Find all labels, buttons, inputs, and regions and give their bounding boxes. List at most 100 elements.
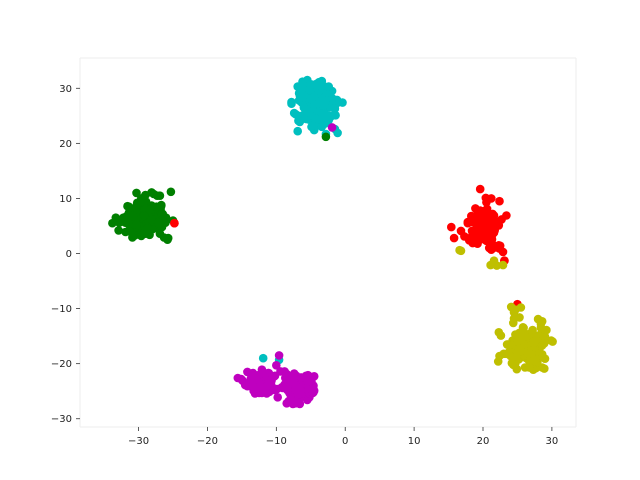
scatter-point <box>132 188 141 198</box>
scatter-point <box>447 222 456 232</box>
scatter-point <box>498 260 508 270</box>
scatter-point <box>305 109 314 118</box>
scatter-point <box>463 218 473 228</box>
scatter-point <box>270 372 279 381</box>
y-tick-label: 30 <box>59 84 72 95</box>
scatter-point <box>488 209 497 219</box>
scatter-point <box>293 126 303 136</box>
scatter-point <box>475 184 485 194</box>
scatter-point <box>515 313 524 322</box>
scatter-point <box>255 382 265 392</box>
x-tick-label: −30 <box>128 436 149 447</box>
x-tick-label: −10 <box>266 436 287 447</box>
y-tick-label: −10 <box>51 304 72 315</box>
scatter-point <box>299 103 309 112</box>
scatter-point <box>327 123 337 132</box>
scatter-point <box>486 260 495 270</box>
scatter-point <box>170 218 179 228</box>
scatter-point <box>506 302 516 312</box>
scatter-point <box>491 243 500 252</box>
scatter-point <box>307 122 316 132</box>
scatter-point <box>548 337 557 346</box>
scatter-point <box>537 352 547 361</box>
y-tick-label: −30 <box>51 414 72 425</box>
axes-frame <box>79 57 577 428</box>
scatter-point <box>145 205 154 215</box>
scatter-point <box>291 399 300 408</box>
scatter-point <box>449 233 459 243</box>
scatter-point <box>467 226 477 236</box>
scatter-series-3 <box>170 184 522 309</box>
scatter-point <box>305 85 314 95</box>
scatter-point <box>531 335 541 345</box>
scatter-point <box>502 211 511 220</box>
scatter-point <box>524 349 533 359</box>
scatter-point <box>291 381 300 391</box>
scatter-point <box>143 224 152 233</box>
scatter-point <box>528 325 537 335</box>
y-tick-label: 20 <box>59 139 72 150</box>
x-tick-label: 20 <box>477 436 490 447</box>
scatter-point <box>154 218 163 227</box>
y-tick-label: −20 <box>51 359 72 370</box>
scatter-point <box>524 363 534 372</box>
scatter-point <box>464 236 474 245</box>
scatter-point <box>152 191 162 200</box>
scatter-point <box>296 373 306 382</box>
scatter-point <box>298 77 307 86</box>
scatter-point <box>123 218 133 228</box>
scatter-point <box>474 207 484 216</box>
scatter-point <box>111 213 121 222</box>
scatter-point <box>516 346 526 356</box>
scatter-point <box>238 376 247 386</box>
scatter-point <box>540 339 549 348</box>
x-axis: −30 −20 −10 0 10 20 30 <box>128 427 558 447</box>
y-axis: −30 −20 −10 0 10 20 30 <box>51 84 80 425</box>
scatter-point <box>319 101 329 110</box>
scatter-point <box>338 98 347 107</box>
scatter-point <box>123 201 132 211</box>
scatter-point <box>321 132 331 142</box>
scatter-point <box>141 197 151 206</box>
scatter-point <box>319 108 329 118</box>
scatter-point <box>487 234 497 244</box>
scatter-point <box>533 314 543 324</box>
scatter-point <box>132 220 141 229</box>
scatter-point <box>125 227 134 236</box>
scatter-point <box>128 211 138 221</box>
scatter-point <box>492 261 502 270</box>
scatter-point <box>324 82 334 91</box>
scatter-point <box>481 193 491 203</box>
x-tick-label: 30 <box>546 436 559 447</box>
scatter-point <box>494 221 504 230</box>
scatter-point <box>163 233 173 243</box>
scatter-point <box>308 388 318 398</box>
scatter-point <box>282 399 292 408</box>
scatter-point <box>273 393 283 402</box>
scatter-point <box>272 384 282 394</box>
scatter-point <box>147 215 156 225</box>
x-tick-label: −20 <box>197 436 218 447</box>
scatter-point <box>298 92 307 102</box>
y-tick-label: 10 <box>59 194 72 205</box>
y-tick-label: 0 <box>66 249 72 260</box>
scatter-point <box>155 229 165 238</box>
scatter-point <box>502 340 512 349</box>
scatter-point <box>314 77 324 87</box>
scatter-point <box>487 218 496 227</box>
scatter-point <box>509 318 518 328</box>
scatter-point <box>274 351 284 360</box>
scatter-point <box>496 331 506 340</box>
scatter-point <box>166 187 176 197</box>
scatter-point <box>327 93 337 103</box>
scatter-point <box>330 104 340 113</box>
scatter-point <box>542 325 551 335</box>
scatter-point <box>272 361 281 370</box>
scatter-point <box>498 247 508 257</box>
scatter-point <box>482 204 492 214</box>
scatter-series-2 <box>108 132 331 244</box>
scatter-point <box>294 116 303 126</box>
scatter-series-5 <box>455 245 557 375</box>
